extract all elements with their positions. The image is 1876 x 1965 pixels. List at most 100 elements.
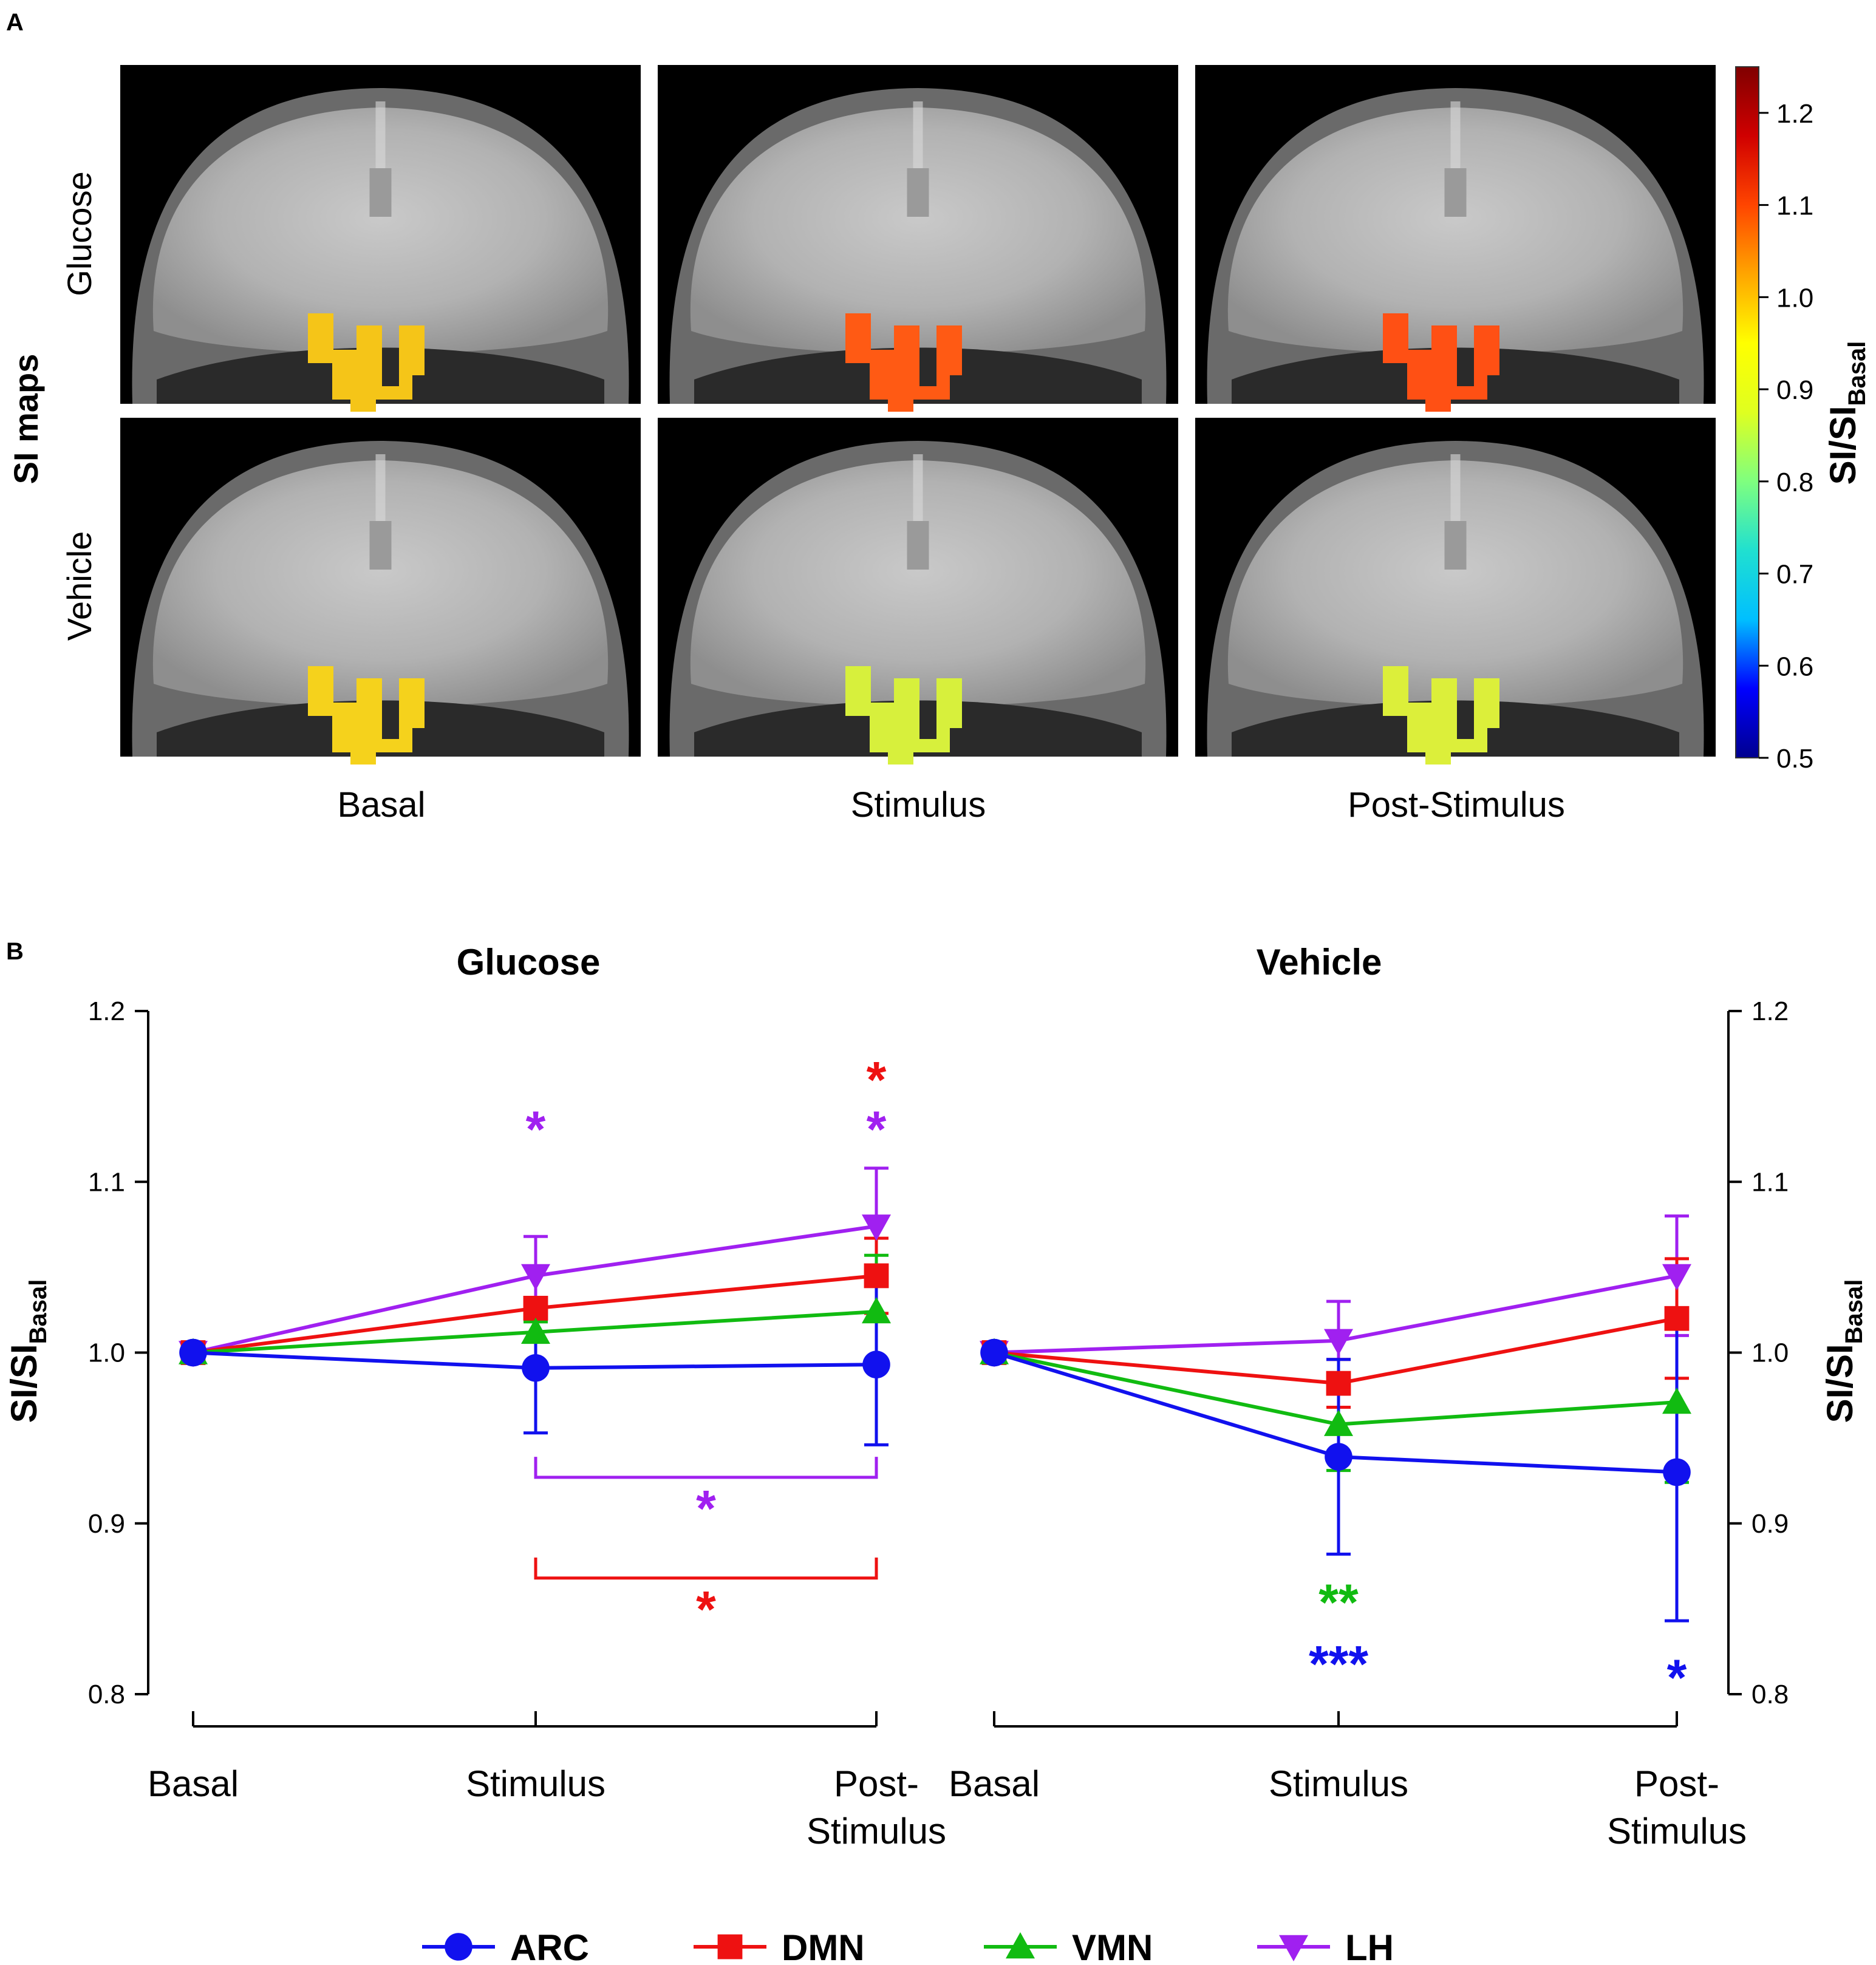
chart-title: Vehicle (1257, 942, 1382, 982)
significance-star: * (867, 1051, 887, 1108)
colorbar-tick-label: 1.2 (1776, 99, 1813, 129)
significance-star: * (696, 1480, 716, 1537)
colorbar-tick-label: 0.6 (1776, 652, 1813, 681)
marker-triangle-up (521, 1317, 550, 1344)
legend-item-dmn: DMN (694, 1927, 865, 1965)
marker-circle (179, 1338, 207, 1367)
marker-circle (522, 1354, 550, 1382)
x-tick-label: Basal (949, 1763, 1040, 1804)
colorbar-tick-label: 0.5 (1776, 744, 1813, 774)
significance-star: * (696, 1581, 716, 1638)
y-tick-label: 0.8 (88, 1680, 125, 1709)
roi-overlay (1383, 313, 1499, 412)
colorbar-ticks: 0.5 0.6 0.7 0.8 0.9 1.0 1.1 1.2 (1759, 99, 1813, 774)
legend-item-vmn: VMN (984, 1927, 1153, 1965)
markers-arc (980, 1338, 1691, 1487)
brain-tissue (152, 460, 609, 707)
x-tick-label-line: Basal (949, 1763, 1040, 1804)
y-axis: 0.8 0.9 1.0 1.1 1.2 (1727, 996, 1789, 1709)
si-map-grid (120, 65, 1716, 765)
roi-overlay (845, 666, 962, 765)
marker-triangle-down (1279, 1935, 1308, 1961)
legend-item-lh: LH (1257, 1927, 1394, 1965)
roi-overlay (308, 313, 425, 412)
ventricle (369, 521, 392, 570)
row-label-vehicle: Vehicle (60, 531, 98, 641)
x-tick-label-line: Basal (148, 1763, 239, 1804)
legend-item-arc: ARC (422, 1927, 589, 1965)
legend-label: VMN (1072, 1927, 1153, 1965)
significance-star: * (1667, 1649, 1687, 1706)
roi-overlay (1383, 666, 1499, 765)
y-tick-label: 1.0 (88, 1338, 125, 1368)
x-tick-label: Post- Stimulus (807, 1763, 946, 1851)
ventricle (907, 168, 929, 217)
marker-square (1664, 1306, 1690, 1331)
colorbar-tick-label: 1.0 (1776, 283, 1813, 313)
marker-circle (1325, 1443, 1352, 1471)
legend-label: DMN (782, 1927, 865, 1965)
x-tick-label-line: Post- (1634, 1763, 1719, 1804)
marker-triangle-down (1324, 1329, 1353, 1355)
y-tick-label: 1.0 (1752, 1338, 1789, 1368)
marker-square (523, 1295, 548, 1321)
y-tick-label: 1.1 (88, 1167, 125, 1197)
significance-bracket (534, 1457, 878, 1479)
significance-star: * (867, 1101, 887, 1158)
legend-label: ARC (510, 1927, 589, 1965)
ylabel-right: SI/SIBasal (1820, 1279, 1867, 1423)
y-tick-label: 0.9 (1752, 1509, 1789, 1539)
marker-circle (445, 1933, 472, 1961)
col-label-post-stimulus: Post-Stimulus (1348, 785, 1565, 825)
markers-lh (980, 1264, 1691, 1367)
legend-label: LH (1345, 1927, 1394, 1965)
marker-triangle-up (1662, 1388, 1691, 1414)
ventricle (369, 168, 392, 217)
si-map-tile (1195, 418, 1716, 765)
marker-triangle-down (1662, 1264, 1691, 1290)
x-tick-label: Stimulus (466, 1763, 605, 1804)
x-tick-label: Stimulus (1269, 1763, 1408, 1804)
x-axis: Basal Stimulus Post- Stimulus (148, 1711, 946, 1851)
col-label-basal: Basal (337, 785, 425, 825)
x-tick-label-line: Post- (834, 1763, 919, 1804)
x-axis: Basal Stimulus Post- Stimulus (949, 1711, 1747, 1851)
colorbar (1735, 66, 1759, 758)
brain-tissue (690, 107, 1146, 354)
y-tick-label: 1.2 (88, 996, 125, 1026)
ventricle (1444, 168, 1467, 217)
y-tick-label: 1.1 (1752, 1167, 1789, 1197)
marker-triangle-up (862, 1297, 891, 1324)
row-label-glucose: Glucose (60, 171, 98, 296)
marker-square (1326, 1371, 1351, 1396)
significance-star: ** (1318, 1574, 1359, 1631)
x-tick-label-line: Stimulus (1269, 1763, 1408, 1804)
ventricle (907, 521, 929, 570)
panel-a-label: A (6, 9, 24, 36)
si-map-tile (120, 65, 641, 412)
panel-b-label: B (6, 938, 24, 965)
x-tick-label-line: Stimulus (807, 1811, 946, 1851)
y-tick-label: 0.9 (88, 1509, 125, 1539)
significance-star: *** (1309, 1635, 1368, 1692)
brain-tissue (152, 107, 609, 354)
marker-circle (1663, 1458, 1691, 1487)
marker-square (864, 1263, 889, 1289)
y-tick-label: 0.8 (1752, 1680, 1789, 1709)
colorbar-tick-label: 1.1 (1776, 191, 1813, 221)
y-tick-label: 1.2 (1752, 996, 1789, 1026)
marker-triangle-down (862, 1214, 891, 1241)
colorbar-tick-label: 0.7 (1776, 560, 1813, 590)
si-map-tile (658, 418, 1178, 765)
chart-vehicle: Vehicle 0.8 0.9 1.0 1.1 1.2 Basal Stimulus Post-… (949, 942, 1789, 1851)
significance-bracket (534, 1558, 878, 1580)
series-lh (994, 1214, 1689, 1381)
x-tick-label-line: Stimulus (1607, 1811, 1747, 1851)
marker-square (717, 1934, 743, 1960)
marker-circle (980, 1338, 1008, 1367)
marker-triangle-down (521, 1264, 550, 1290)
legend: ARC DMN VMN LH (422, 1927, 1394, 1965)
brain-tissue (1227, 107, 1683, 354)
markers-arc (179, 1338, 890, 1382)
